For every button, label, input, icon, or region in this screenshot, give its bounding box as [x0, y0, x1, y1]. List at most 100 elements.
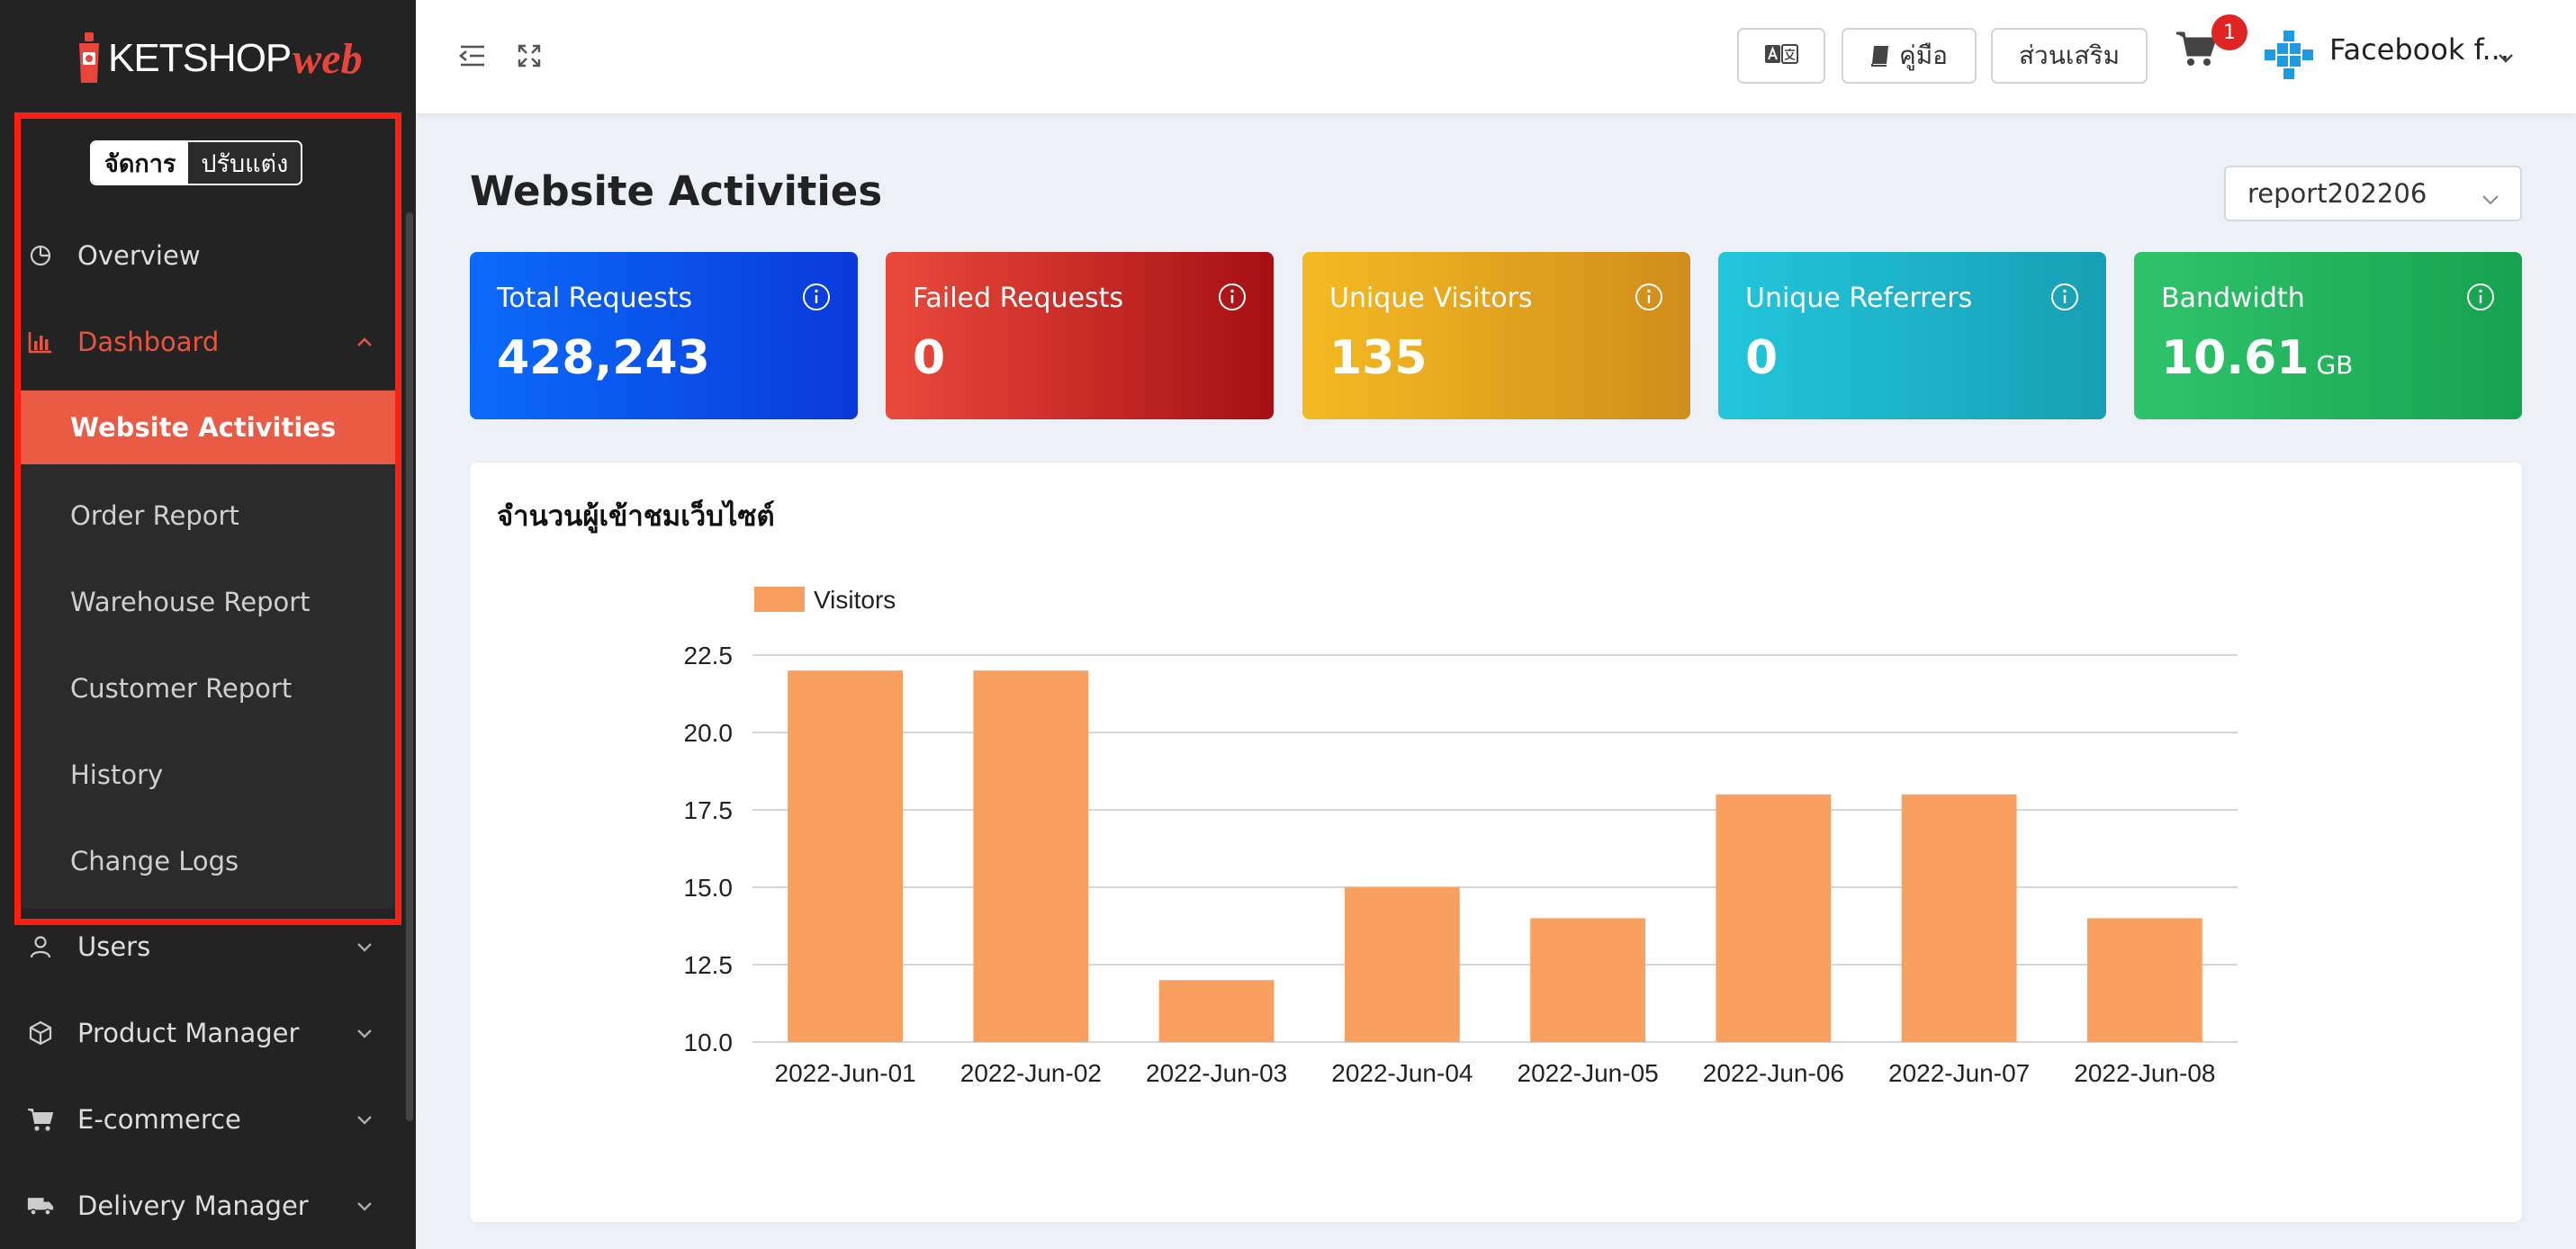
info-icon[interactable]: [2050, 283, 2079, 311]
stat-card-value: 0: [913, 331, 946, 385]
bar: [788, 670, 904, 1042]
y-tick-label: 10.0: [684, 1029, 734, 1056]
sidebar-item-label: Overview: [77, 240, 201, 271]
user-name[interactable]: Facebook f...: [2329, 32, 2509, 67]
bar-chart-icon: [27, 328, 54, 355]
brand-name: KETSHOP: [108, 36, 292, 80]
stat-card-value: 0: [1745, 331, 1779, 385]
bar: [1530, 918, 1646, 1042]
bar: [1158, 980, 1274, 1042]
stat-card-failed-requests: Failed Requests 0: [886, 252, 1274, 419]
dashboard-submenu: [14, 389, 400, 909]
stat-card-total-requests: Total Requests 428,243: [470, 252, 858, 419]
brand-cup-icon: [76, 32, 103, 85]
visitors-bar-chart: 10.0 12.5 15.0 17.5 20.0 22.5 2022-Jun-01 2022-…: [684, 586, 2238, 1087]
submenu-item-warehouse-report[interactable]: Warehouse Report: [70, 587, 311, 617]
avatar[interactable]: [2263, 29, 2315, 81]
stat-card-title: Bandwidth: [2161, 283, 2305, 314]
sidebar-item-label: Dashboard: [77, 327, 220, 357]
bar: [973, 670, 1089, 1042]
x-tick-label: 2022-Jun-02: [960, 1059, 1102, 1087]
stat-card-value: 135: [1329, 331, 1428, 385]
submenu-item-customer-report[interactable]: Customer Report: [70, 673, 293, 704]
translate-button[interactable]: [1737, 28, 1825, 84]
y-tick-label: 20.0: [684, 719, 734, 747]
report-select[interactable]: report202206: [2224, 166, 2522, 221]
fullscreen-icon[interactable]: [513, 40, 545, 72]
cart-icon: [27, 1106, 54, 1133]
stat-card-title: Unique Referrers: [1745, 283, 1973, 314]
submenu-item-order-report[interactable]: Order Report: [70, 500, 239, 531]
y-tick-label: 22.5: [684, 642, 734, 669]
info-icon[interactable]: [802, 283, 831, 311]
stat-card-value: 10.61 GB: [2161, 331, 2354, 385]
cart-badge: 1: [2211, 14, 2247, 50]
stat-card-value: 428,243: [497, 331, 710, 385]
chevron-down-icon: [355, 1023, 374, 1043]
mode-toggle-customize[interactable]: ปรับแต่ง: [188, 142, 302, 184]
visitors-chart-panel: จำนวนผู้เข้าชมเว็บไซต์ 10.0 12.5 15.0 17.5 2…: [470, 463, 2522, 1222]
stat-card-unique-visitors: Unique Visitors 135: [1302, 252, 1690, 419]
addons-button[interactable]: ส่วนเสริม: [1991, 28, 2148, 84]
sidebar-scrollbar[interactable]: [406, 212, 413, 1121]
sidebar-item-overview[interactable]: Overview: [0, 212, 416, 299]
sidebar-item-e-commerce[interactable]: E-commerce: [0, 1076, 416, 1163]
bar: [1344, 887, 1460, 1042]
sidebar-item-label: Users: [77, 931, 151, 962]
manual-button-label: คู่มือ: [1898, 40, 1948, 70]
chevron-down-icon: [355, 1196, 374, 1216]
chevron-down-icon[interactable]: [2490, 41, 2522, 74]
bar: [2086, 918, 2202, 1042]
brand-logo[interactable]: KETSHOP web: [76, 27, 363, 90]
collapse-menu-icon[interactable]: [455, 40, 488, 72]
info-icon[interactable]: [1635, 283, 1663, 311]
stat-card-unique-referrers: Unique Referrers 0: [1718, 252, 2106, 419]
sidebar-item-delivery-manager[interactable]: Delivery Manager: [0, 1163, 416, 1249]
stat-card-title: Total Requests: [497, 283, 693, 314]
sidebar-item-dashboard[interactable]: Dashboard: [0, 299, 416, 385]
info-icon[interactable]: [2466, 283, 2495, 311]
sidebar: KETSHOP web จัดการ ปรับแต่ง Overview Das…: [0, 0, 416, 1249]
submenu-item-change-logs[interactable]: Change Logs: [70, 846, 239, 876]
sidebar-item-label: E-commerce: [77, 1104, 241, 1135]
box-icon: [27, 1020, 54, 1047]
mode-toggle[interactable]: จัดการ ปรับแต่ง: [90, 140, 303, 185]
x-tick-label: 2022-Jun-08: [2074, 1059, 2215, 1087]
x-tick-label: 2022-Jun-01: [775, 1059, 916, 1087]
y-tick-label: 12.5: [684, 951, 734, 979]
stat-card-bandwidth: Bandwidth 10.61 GB: [2134, 252, 2522, 419]
chevron-down-icon: [2481, 185, 2500, 205]
user-icon: [27, 933, 54, 960]
addons-button-label: ส่วนเสริม: [2018, 40, 2121, 70]
y-tick-label: 15.0: [684, 874, 734, 902]
translate-icon: [1764, 41, 1798, 71]
sidebar-item-users[interactable]: Users: [0, 903, 416, 990]
x-tick-label: 2022-Jun-06: [1703, 1059, 1844, 1087]
brand-suffix: web: [293, 34, 363, 83]
bar: [1901, 794, 2017, 1042]
sidebar-item-label: Delivery Manager: [77, 1191, 309, 1221]
x-tick-label: 2022-Jun-05: [1518, 1059, 1659, 1087]
top-header: คู่มือ ส่วนเสริม 1 Facebook f...: [416, 0, 2576, 113]
submenu-item-website-activities[interactable]: Website Activities: [14, 391, 400, 464]
x-tick-label: 2022-Jun-07: [1888, 1059, 2030, 1087]
chevron-up-icon: [355, 332, 374, 352]
truck-icon: [27, 1192, 54, 1219]
page-title: Website Activities: [470, 167, 883, 215]
chevron-down-icon: [355, 1110, 374, 1129]
info-icon[interactable]: [1218, 283, 1247, 311]
sidebar-item-label: Product Manager: [77, 1018, 300, 1048]
cart-icon[interactable]: [2175, 27, 2218, 70]
manual-button[interactable]: คู่มือ: [1842, 28, 1977, 84]
stat-card-title: Unique Visitors: [1329, 283, 1533, 314]
stat-card-unit: GB: [2316, 350, 2354, 380]
chart-panel-title: จำนวนผู้เข้าชมเว็บไซต์: [497, 500, 775, 533]
report-select-value: report202206: [2247, 178, 2427, 209]
pie-chart-icon: [27, 242, 54, 269]
x-tick-label: 2022-Jun-04: [1331, 1059, 1473, 1087]
sidebar-item-product-manager[interactable]: Product Manager: [0, 990, 416, 1076]
mode-toggle-manage[interactable]: จัดการ: [92, 142, 189, 184]
legend-label: Visitors: [814, 586, 896, 614]
submenu-item-history[interactable]: History: [70, 759, 164, 790]
legend-swatch: [754, 587, 805, 612]
